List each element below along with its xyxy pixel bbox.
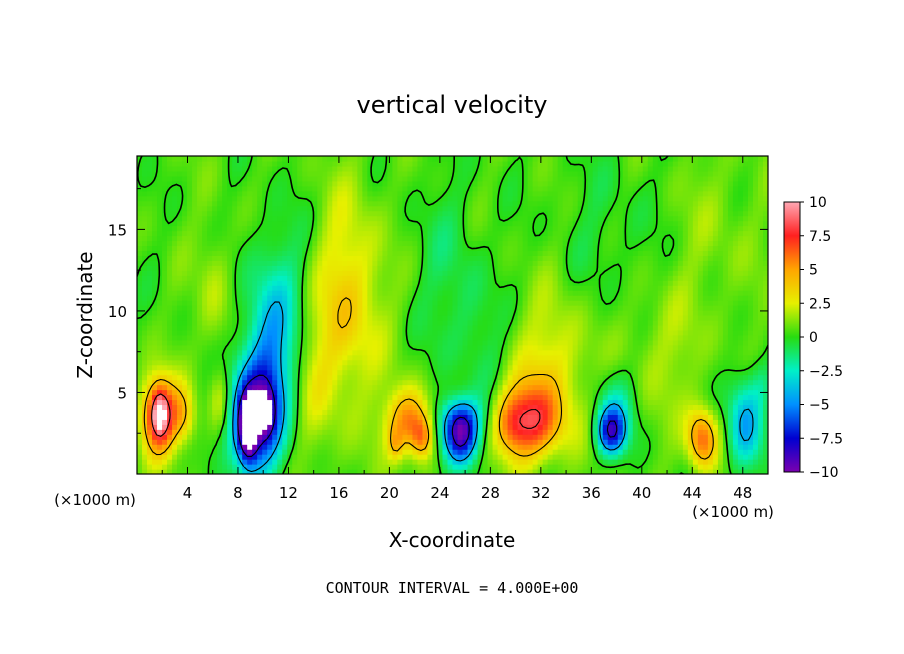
colorbar-ticks: 10 7.5 5 2.5 0 −2.5 −5 −7.5 −10	[800, 195, 843, 481]
x-axis-ticks: 4 8 12 16 20 24 28 32 36 40 44 48	[161, 156, 752, 502]
colorbar-tick-label: −5	[809, 398, 830, 414]
colorbar	[783, 201, 801, 473]
colorbar-tick-label: 2.5	[809, 296, 831, 312]
colorbar-tick-label: 7.5	[809, 229, 831, 245]
x-tick-label: 44	[683, 484, 702, 502]
x-axis-label: X-coordinate	[389, 528, 516, 552]
contour-level-neg8	[237, 374, 618, 458]
x-tick-label: 12	[279, 484, 298, 502]
x-tick-label: 8	[233, 484, 243, 502]
x-tick-label: 28	[481, 484, 500, 502]
chart-title: vertical velocity	[357, 91, 548, 119]
x-tick-label: 48	[733, 484, 752, 502]
colorbar-tick-label: 5	[809, 263, 818, 279]
colorbar-tick-label: −2.5	[809, 364, 843, 380]
x-tick-label: 20	[380, 484, 399, 502]
plot-frame	[136, 155, 769, 475]
contour-level-8	[151, 393, 541, 437]
x-tick-label: 32	[531, 484, 550, 502]
x-tick-label: 40	[632, 484, 651, 502]
y-tick-label: 5	[117, 384, 127, 402]
y-axis-label: Z-coordinate	[73, 251, 97, 378]
contour-level-4	[143, 297, 714, 460]
contour-level-0	[137, 156, 768, 474]
y-tick-label: 15	[108, 221, 127, 239]
x-tick-label: 24	[430, 484, 449, 502]
colorbar-tick-label: 0	[809, 330, 818, 346]
colorbar-tick-label: 10	[809, 195, 827, 211]
contour-level-neg4	[232, 301, 754, 473]
velocity-field	[137, 156, 768, 474]
x-tick-label: 4	[183, 484, 193, 502]
colorbar-tick-label: −10	[809, 465, 839, 481]
y-tick-label: 10	[108, 303, 127, 321]
z-unit-label: (×1000 m)	[54, 491, 136, 509]
y-axis-ticks: 5 10 15	[108, 188, 768, 434]
x-tick-label: 36	[582, 484, 601, 502]
x-tick-label: 16	[329, 484, 348, 502]
colorbar-tick-label: −7.5	[809, 431, 843, 447]
x-unit-label: (×1000 m)	[692, 503, 774, 521]
contour-lines	[137, 156, 768, 474]
contour-interval-label: CONTOUR INTERVAL = 4.000E+00	[326, 579, 579, 597]
